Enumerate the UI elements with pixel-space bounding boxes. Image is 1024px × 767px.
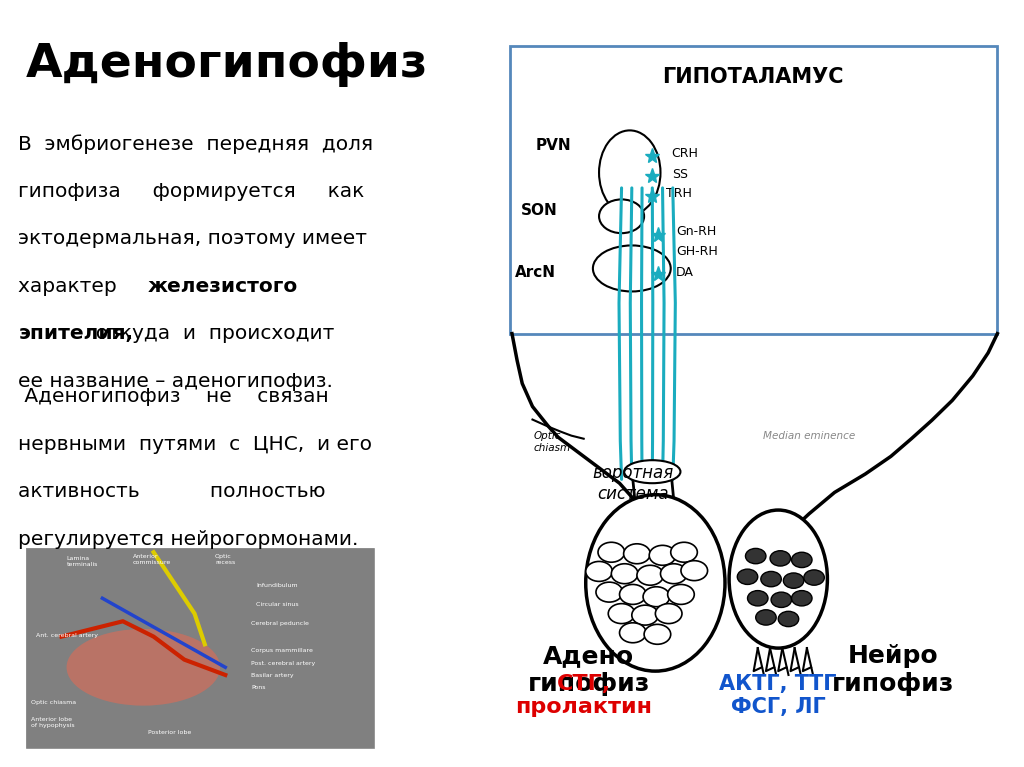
- Text: эпителия,: эпителия,: [18, 324, 133, 344]
- Text: ее название – аденогипофиз.: ее название – аденогипофиз.: [18, 372, 333, 391]
- Circle shape: [778, 611, 799, 627]
- Polygon shape: [633, 479, 676, 522]
- Text: Ant. cerebral artery: Ant. cerebral artery: [36, 633, 98, 638]
- Text: активность           полностью: активность полностью: [18, 482, 326, 502]
- Circle shape: [620, 584, 646, 604]
- Circle shape: [771, 592, 792, 607]
- Text: CRH: CRH: [672, 147, 698, 160]
- Text: Anterior
commissure: Anterior commissure: [133, 554, 171, 565]
- Ellipse shape: [593, 245, 671, 291]
- Text: GH-RH: GH-RH: [676, 245, 718, 258]
- Circle shape: [620, 623, 646, 643]
- Circle shape: [644, 624, 671, 644]
- Circle shape: [643, 587, 670, 607]
- Circle shape: [660, 564, 687, 584]
- Circle shape: [761, 571, 781, 587]
- Ellipse shape: [67, 629, 220, 706]
- Circle shape: [599, 199, 644, 233]
- Text: Anterior lobe
of hypophysis: Anterior lobe of hypophysis: [31, 717, 75, 728]
- Circle shape: [632, 605, 658, 625]
- Text: Lamina
terminalis: Lamina terminalis: [67, 556, 98, 567]
- Text: TRH: TRH: [666, 187, 691, 199]
- Text: Адено
гипофиз: Адено гипофиз: [527, 644, 650, 696]
- Ellipse shape: [729, 510, 827, 648]
- Text: SS: SS: [672, 168, 688, 180]
- Text: гипофиза     формируется     как: гипофиза формируется как: [18, 182, 365, 201]
- Circle shape: [668, 584, 694, 604]
- Circle shape: [783, 573, 804, 588]
- Text: Median eminence: Median eminence: [763, 431, 855, 441]
- Text: характер: характер: [18, 277, 181, 296]
- Text: Cerebral peduncle: Cerebral peduncle: [251, 621, 309, 627]
- Ellipse shape: [625, 460, 680, 483]
- Circle shape: [611, 564, 638, 584]
- Text: Gn-RH: Gn-RH: [676, 225, 716, 238]
- Ellipse shape: [586, 495, 725, 671]
- FancyBboxPatch shape: [510, 46, 997, 334]
- Text: В  эмбриогенезе  передняя  доля: В эмбриогенезе передняя доля: [18, 134, 374, 154]
- Text: Pons: Pons: [251, 685, 265, 690]
- Text: Post. cerebral artery: Post. cerebral artery: [251, 661, 315, 667]
- Text: DA: DA: [676, 266, 693, 278]
- Circle shape: [598, 542, 625, 562]
- Text: ГИПОТАЛАМУС: ГИПОТАЛАМУС: [662, 67, 844, 87]
- Circle shape: [737, 569, 758, 584]
- Circle shape: [655, 604, 682, 624]
- Circle shape: [804, 570, 824, 585]
- Text: воротная
система: воротная система: [592, 464, 674, 503]
- Circle shape: [586, 561, 612, 581]
- Text: Infundibulum: Infundibulum: [256, 583, 298, 588]
- Text: Optic
recess: Optic recess: [215, 554, 236, 565]
- Text: Basilar artery: Basilar artery: [251, 673, 294, 679]
- Text: нервными  путями  с  ЦНС,  и его: нервными путями с ЦНС, и его: [18, 435, 373, 454]
- Circle shape: [596, 582, 623, 602]
- Circle shape: [681, 561, 708, 581]
- Circle shape: [748, 591, 768, 606]
- Text: Аденогипофиз    не    связан: Аденогипофиз не связан: [18, 387, 329, 407]
- Text: Corpus mammillare: Corpus mammillare: [251, 648, 312, 653]
- Text: SON: SON: [521, 203, 558, 219]
- Text: СТГ,
пролактин: СТГ, пролактин: [515, 674, 652, 717]
- Circle shape: [792, 591, 812, 606]
- Text: Optic chiasma: Optic chiasma: [31, 700, 76, 705]
- Ellipse shape: [599, 130, 660, 215]
- Text: Аденогипофиз: Аденогипофиз: [26, 42, 428, 87]
- Text: железистого: железистого: [147, 277, 298, 296]
- Circle shape: [649, 545, 676, 565]
- Circle shape: [608, 604, 635, 624]
- Text: откуда  и  происходит: откуда и происходит: [83, 324, 334, 344]
- Text: Circular sinus: Circular sinus: [256, 602, 299, 607]
- Circle shape: [624, 544, 650, 564]
- Text: АКТГ, ТТГ
ФСГ, ЛГ: АКТГ, ТТГ ФСГ, ЛГ: [720, 674, 837, 717]
- FancyBboxPatch shape: [26, 548, 374, 748]
- Circle shape: [637, 565, 664, 585]
- Circle shape: [770, 551, 791, 566]
- Text: характер          железистого: характер железистого: [18, 277, 347, 296]
- Text: ArcN: ArcN: [515, 265, 556, 280]
- Text: Нейро
гипофиз: Нейро гипофиз: [831, 644, 954, 696]
- FancyBboxPatch shape: [26, 548, 374, 748]
- Text: регулируется нейрогормонами.: регулируется нейрогормонами.: [18, 530, 358, 549]
- Text: PVN: PVN: [536, 138, 571, 153]
- Circle shape: [671, 542, 697, 562]
- Text: Posterior lobe: Posterior lobe: [148, 730, 191, 736]
- Text: Optic
chiasm: Optic chiasm: [534, 431, 570, 453]
- Circle shape: [792, 552, 812, 568]
- Circle shape: [745, 548, 766, 564]
- Text: эктодермальная, поэтому имеет: эктодермальная, поэтому имеет: [18, 229, 368, 249]
- Circle shape: [756, 610, 776, 625]
